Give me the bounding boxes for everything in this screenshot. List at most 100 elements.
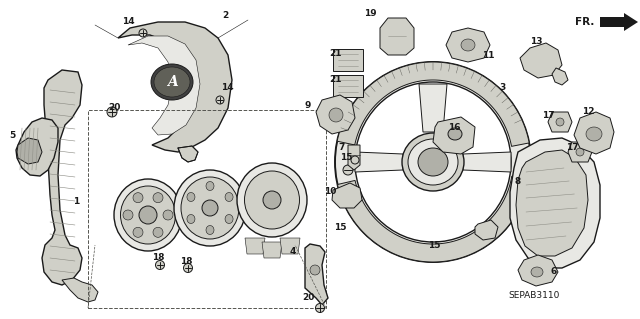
Text: 17: 17 bbox=[541, 112, 554, 121]
Ellipse shape bbox=[139, 29, 147, 37]
Polygon shape bbox=[552, 68, 568, 85]
Ellipse shape bbox=[151, 64, 193, 100]
Ellipse shape bbox=[120, 186, 175, 244]
Polygon shape bbox=[548, 112, 572, 132]
Polygon shape bbox=[574, 112, 614, 154]
Ellipse shape bbox=[184, 263, 193, 272]
Polygon shape bbox=[624, 13, 638, 31]
Text: A: A bbox=[166, 75, 177, 89]
Ellipse shape bbox=[156, 261, 164, 270]
Text: 14: 14 bbox=[221, 84, 234, 93]
Text: SEPAB3110: SEPAB3110 bbox=[508, 291, 559, 300]
Polygon shape bbox=[475, 220, 498, 240]
Ellipse shape bbox=[402, 133, 464, 191]
Ellipse shape bbox=[163, 210, 173, 220]
Polygon shape bbox=[16, 118, 58, 176]
Text: 2: 2 bbox=[222, 11, 228, 19]
Polygon shape bbox=[433, 117, 475, 154]
Text: 5: 5 bbox=[9, 130, 15, 139]
Ellipse shape bbox=[133, 193, 143, 203]
Ellipse shape bbox=[181, 177, 239, 239]
Ellipse shape bbox=[154, 67, 190, 97]
Polygon shape bbox=[568, 142, 592, 162]
Text: 14: 14 bbox=[122, 18, 134, 26]
Text: FR.: FR. bbox=[575, 17, 594, 27]
Polygon shape bbox=[62, 278, 98, 302]
Text: 6: 6 bbox=[551, 268, 557, 277]
Polygon shape bbox=[17, 138, 42, 164]
Polygon shape bbox=[600, 17, 630, 27]
Ellipse shape bbox=[408, 139, 458, 185]
Polygon shape bbox=[463, 152, 511, 172]
Polygon shape bbox=[332, 183, 362, 208]
Text: 18: 18 bbox=[180, 257, 192, 266]
Ellipse shape bbox=[187, 192, 195, 202]
Text: 12: 12 bbox=[582, 108, 595, 116]
Text: 4: 4 bbox=[290, 248, 296, 256]
Ellipse shape bbox=[133, 227, 143, 237]
Text: 20: 20 bbox=[302, 293, 314, 302]
Ellipse shape bbox=[237, 163, 307, 237]
Polygon shape bbox=[348, 145, 360, 170]
Ellipse shape bbox=[225, 214, 233, 224]
Ellipse shape bbox=[114, 179, 182, 251]
Ellipse shape bbox=[448, 128, 462, 140]
Ellipse shape bbox=[263, 191, 281, 209]
Ellipse shape bbox=[310, 265, 320, 275]
Ellipse shape bbox=[316, 303, 324, 313]
Polygon shape bbox=[118, 22, 232, 152]
Ellipse shape bbox=[187, 214, 195, 224]
Ellipse shape bbox=[153, 227, 163, 237]
Ellipse shape bbox=[174, 170, 246, 246]
Text: 7: 7 bbox=[339, 144, 345, 152]
Ellipse shape bbox=[335, 62, 531, 262]
Polygon shape bbox=[355, 152, 403, 172]
Ellipse shape bbox=[418, 148, 448, 176]
Ellipse shape bbox=[461, 39, 475, 51]
Ellipse shape bbox=[531, 267, 543, 277]
Polygon shape bbox=[510, 138, 600, 268]
Polygon shape bbox=[516, 150, 588, 256]
Polygon shape bbox=[42, 70, 82, 285]
Text: 9: 9 bbox=[305, 100, 311, 109]
Polygon shape bbox=[178, 146, 198, 162]
Polygon shape bbox=[280, 238, 300, 254]
Ellipse shape bbox=[153, 193, 163, 203]
Ellipse shape bbox=[355, 82, 511, 242]
Text: 1: 1 bbox=[73, 197, 79, 206]
Ellipse shape bbox=[225, 192, 233, 202]
Polygon shape bbox=[316, 95, 355, 134]
Text: 8: 8 bbox=[515, 177, 521, 187]
Text: 21: 21 bbox=[329, 49, 341, 58]
Ellipse shape bbox=[139, 206, 157, 224]
Ellipse shape bbox=[329, 108, 343, 122]
Bar bbox=[88, 110, 326, 308]
Ellipse shape bbox=[576, 148, 584, 156]
Polygon shape bbox=[520, 43, 562, 78]
Polygon shape bbox=[419, 84, 447, 132]
Polygon shape bbox=[245, 238, 265, 254]
Ellipse shape bbox=[123, 210, 133, 220]
Text: 3: 3 bbox=[499, 84, 505, 93]
Polygon shape bbox=[128, 36, 200, 135]
Polygon shape bbox=[262, 242, 282, 258]
Text: 15: 15 bbox=[340, 153, 352, 162]
Polygon shape bbox=[518, 255, 558, 286]
Ellipse shape bbox=[343, 165, 353, 175]
Polygon shape bbox=[305, 244, 328, 305]
Text: 11: 11 bbox=[482, 50, 494, 60]
Text: 15: 15 bbox=[428, 241, 440, 249]
Ellipse shape bbox=[206, 182, 214, 190]
Text: 18: 18 bbox=[152, 254, 164, 263]
Ellipse shape bbox=[107, 107, 117, 117]
Text: 13: 13 bbox=[530, 38, 542, 47]
Text: 16: 16 bbox=[448, 123, 460, 132]
Text: 20: 20 bbox=[108, 103, 120, 113]
Ellipse shape bbox=[586, 127, 602, 141]
Text: 21: 21 bbox=[329, 76, 341, 85]
Ellipse shape bbox=[206, 226, 214, 234]
Text: 10: 10 bbox=[324, 188, 336, 197]
Polygon shape bbox=[380, 18, 414, 55]
Text: 15: 15 bbox=[333, 224, 346, 233]
Ellipse shape bbox=[216, 96, 224, 104]
